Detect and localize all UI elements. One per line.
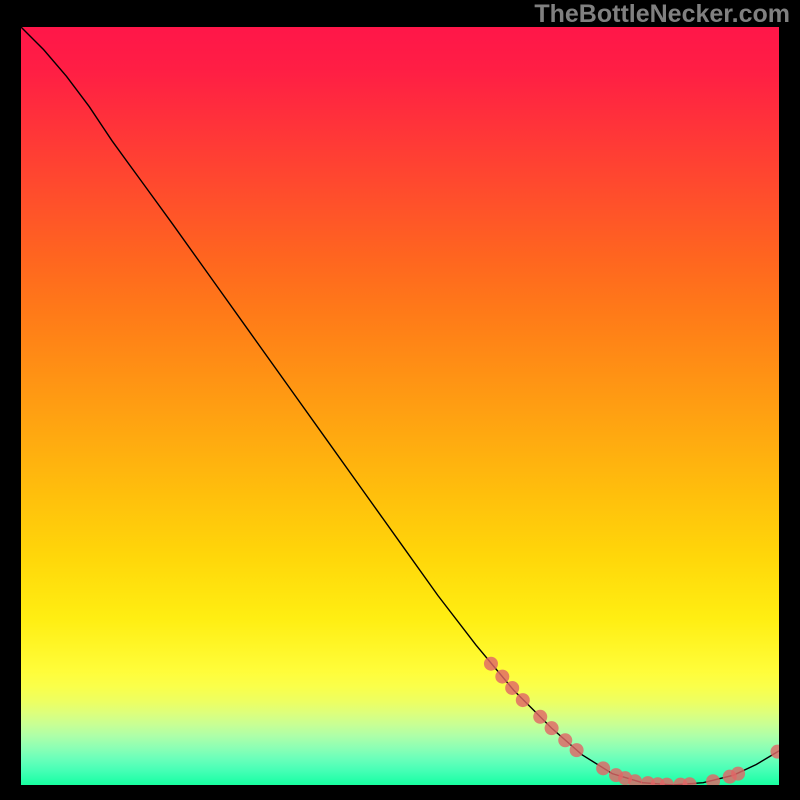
chart-stage: TheBottleNecker.com <box>0 0 800 800</box>
chart-svg <box>21 27 779 785</box>
watermark-text: TheBottleNecker.com <box>534 0 790 29</box>
chart-marker <box>570 743 584 757</box>
chart-background <box>21 27 779 785</box>
chart-marker <box>516 693 530 707</box>
chart-plot-panel <box>21 27 779 785</box>
chart-marker <box>484 657 498 671</box>
chart-marker <box>596 761 610 775</box>
chart-marker <box>731 767 745 781</box>
chart-marker <box>533 710 547 724</box>
chart-marker <box>545 721 559 735</box>
chart-marker <box>505 681 519 695</box>
chart-marker <box>558 733 572 747</box>
chart-marker <box>495 670 509 684</box>
